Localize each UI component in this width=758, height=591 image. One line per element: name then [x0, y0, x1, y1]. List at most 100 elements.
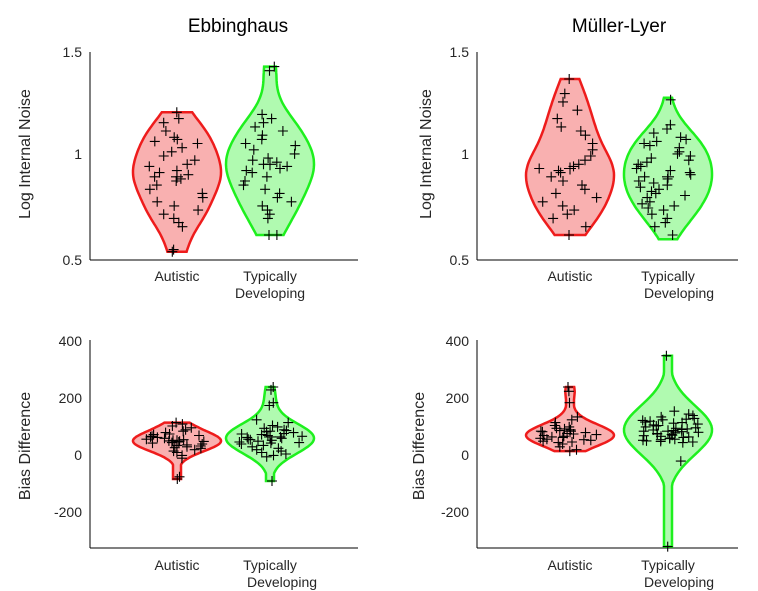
data-point — [164, 429, 175, 439]
y-tick-label: 0 — [74, 447, 82, 463]
data-point — [650, 188, 661, 199]
data-point — [548, 213, 559, 224]
data-point — [168, 244, 179, 255]
panel-title: Müller-Lyer — [572, 16, 667, 37]
data-point — [257, 200, 268, 211]
data-point — [241, 165, 252, 176]
data-point — [152, 196, 163, 207]
data-point — [174, 471, 185, 482]
data-point — [248, 144, 259, 155]
data-point — [637, 198, 648, 209]
x-tick-label-autistic: Autistic — [154, 268, 199, 284]
data-point — [676, 426, 687, 437]
data-point — [587, 144, 598, 155]
data-point — [168, 435, 178, 446]
median-marker — [171, 435, 183, 448]
x-tick-label-autistic: Autistic — [154, 557, 199, 573]
data-point — [286, 196, 297, 207]
data-point — [234, 437, 245, 447]
data-point — [579, 184, 590, 195]
data-point — [149, 136, 160, 147]
data-point — [675, 132, 686, 143]
data-point — [180, 424, 191, 435]
violin-typically-developing — [622, 354, 714, 548]
data-point — [274, 188, 285, 199]
data-point — [633, 159, 644, 170]
data-point — [277, 126, 288, 136]
data-point — [665, 165, 676, 176]
data-point — [152, 432, 163, 443]
axes — [89, 340, 358, 549]
data-point — [169, 200, 180, 211]
data-point — [563, 386, 574, 397]
data-point — [256, 134, 267, 145]
data-point — [186, 422, 197, 433]
data-point — [257, 109, 268, 120]
data-point — [562, 209, 573, 220]
data-point — [297, 431, 308, 442]
data-point — [558, 431, 569, 442]
x-tick-label-typically-developing: Typically — [243, 557, 297, 573]
data-point — [266, 384, 276, 395]
data-point — [661, 350, 672, 361]
data-point — [637, 415, 648, 426]
data-point — [580, 221, 591, 232]
data-point — [280, 449, 291, 459]
data-point — [178, 426, 189, 437]
data-point — [669, 434, 680, 445]
data-point — [266, 113, 277, 124]
data-point — [192, 138, 203, 149]
data-point — [149, 171, 160, 182]
y-tick-label: 1.5 — [63, 44, 83, 60]
data-point — [559, 423, 570, 434]
data-point — [681, 134, 692, 145]
data-point — [294, 437, 305, 448]
data-point — [564, 397, 575, 408]
y-tick-label: 0.5 — [63, 252, 83, 268]
data-point — [195, 443, 206, 454]
violin-autistic — [524, 77, 616, 237]
data-point — [683, 409, 694, 420]
y-tick-label: 200 — [446, 390, 470, 406]
data-point — [635, 161, 646, 172]
data-point — [556, 121, 567, 132]
data-point — [675, 456, 686, 467]
data-point — [689, 413, 700, 424]
data-point — [267, 420, 278, 431]
data-point — [262, 430, 273, 441]
data-point — [166, 146, 177, 157]
data-point — [176, 453, 187, 464]
data-point — [641, 435, 652, 446]
data-point — [251, 414, 262, 425]
data-point — [276, 433, 287, 444]
data-point — [262, 213, 273, 224]
data-point — [662, 541, 673, 552]
data-point — [646, 209, 657, 220]
panel-title: Ebbinghaus — [188, 16, 288, 37]
data-point — [271, 157, 282, 168]
data-point — [644, 140, 655, 151]
data-point — [171, 176, 182, 186]
data-point — [177, 221, 188, 232]
data-point — [672, 148, 683, 159]
data-point — [638, 430, 649, 441]
data-point — [550, 188, 561, 199]
median-marker — [264, 158, 276, 171]
data-point — [572, 411, 583, 422]
violin-marks — [524, 350, 714, 552]
data-point — [261, 171, 272, 182]
data-point — [566, 414, 577, 425]
data-point — [275, 163, 285, 174]
data-point — [167, 421, 178, 431]
data-point — [158, 151, 169, 161]
data-point — [660, 217, 671, 228]
data-point — [240, 176, 250, 186]
data-point — [633, 176, 644, 186]
data-point — [580, 427, 591, 438]
data-point — [245, 434, 256, 445]
data-point — [567, 437, 577, 447]
data-point — [160, 427, 171, 438]
data-point — [151, 180, 162, 191]
data-point — [257, 130, 268, 141]
